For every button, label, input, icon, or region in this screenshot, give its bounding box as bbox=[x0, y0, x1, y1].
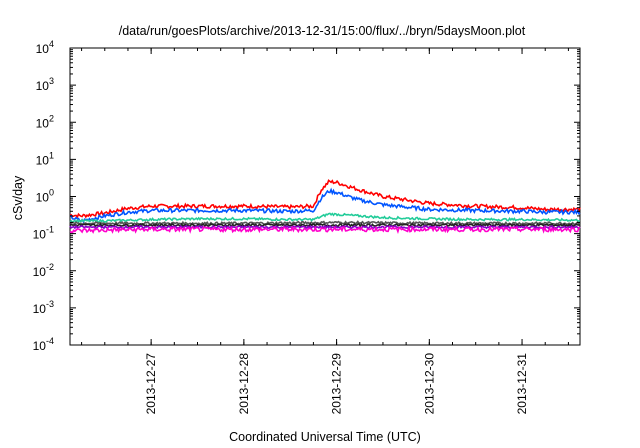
y-tick-label: 10-3 bbox=[33, 299, 54, 316]
y-tick-label: 10-4 bbox=[33, 336, 54, 353]
x-axis: 2013-12-27 2013-12-28 2013-12-29 2013-12-30… bbox=[81, 48, 569, 415]
y-tick-label: 102 bbox=[36, 113, 54, 130]
y-axis-label: cSv/day bbox=[11, 175, 25, 220]
y-tick-label: 101 bbox=[36, 150, 54, 167]
plot-area bbox=[69, 47, 581, 346]
series-line-4 bbox=[69, 220, 581, 226]
x-tick-label: 2013-12-30 bbox=[422, 353, 436, 415]
y-tick-label: 10-1 bbox=[33, 225, 54, 242]
x-tick-label: 2013-12-31 bbox=[515, 353, 529, 415]
y-tick-label: 100 bbox=[36, 188, 54, 205]
plot-frame bbox=[69, 47, 581, 346]
series-line-3 bbox=[69, 212, 581, 224]
series-line-7 bbox=[69, 224, 581, 234]
chart-title: /data/run/goesPlots/archive/2013-12-31/1… bbox=[119, 24, 526, 38]
x-axis-label: Coordinated Universal Time (UTC) bbox=[229, 430, 421, 444]
y-tick-label: 103 bbox=[36, 76, 54, 93]
series-line-2 bbox=[69, 187, 581, 224]
y-tick-label: 104 bbox=[36, 39, 54, 56]
series-group bbox=[69, 179, 581, 234]
x-tick-label: 2013-12-29 bbox=[330, 353, 344, 415]
series-line-1 bbox=[69, 179, 581, 219]
x-tick-label: 2013-12-28 bbox=[237, 353, 251, 415]
y-axis: 104 103 102 101 100 10-1 10-2 10-3 10-4 bbox=[33, 39, 580, 353]
y-tick-label: 10-2 bbox=[33, 262, 54, 279]
x-tick-label: 2013-12-27 bbox=[144, 353, 158, 415]
